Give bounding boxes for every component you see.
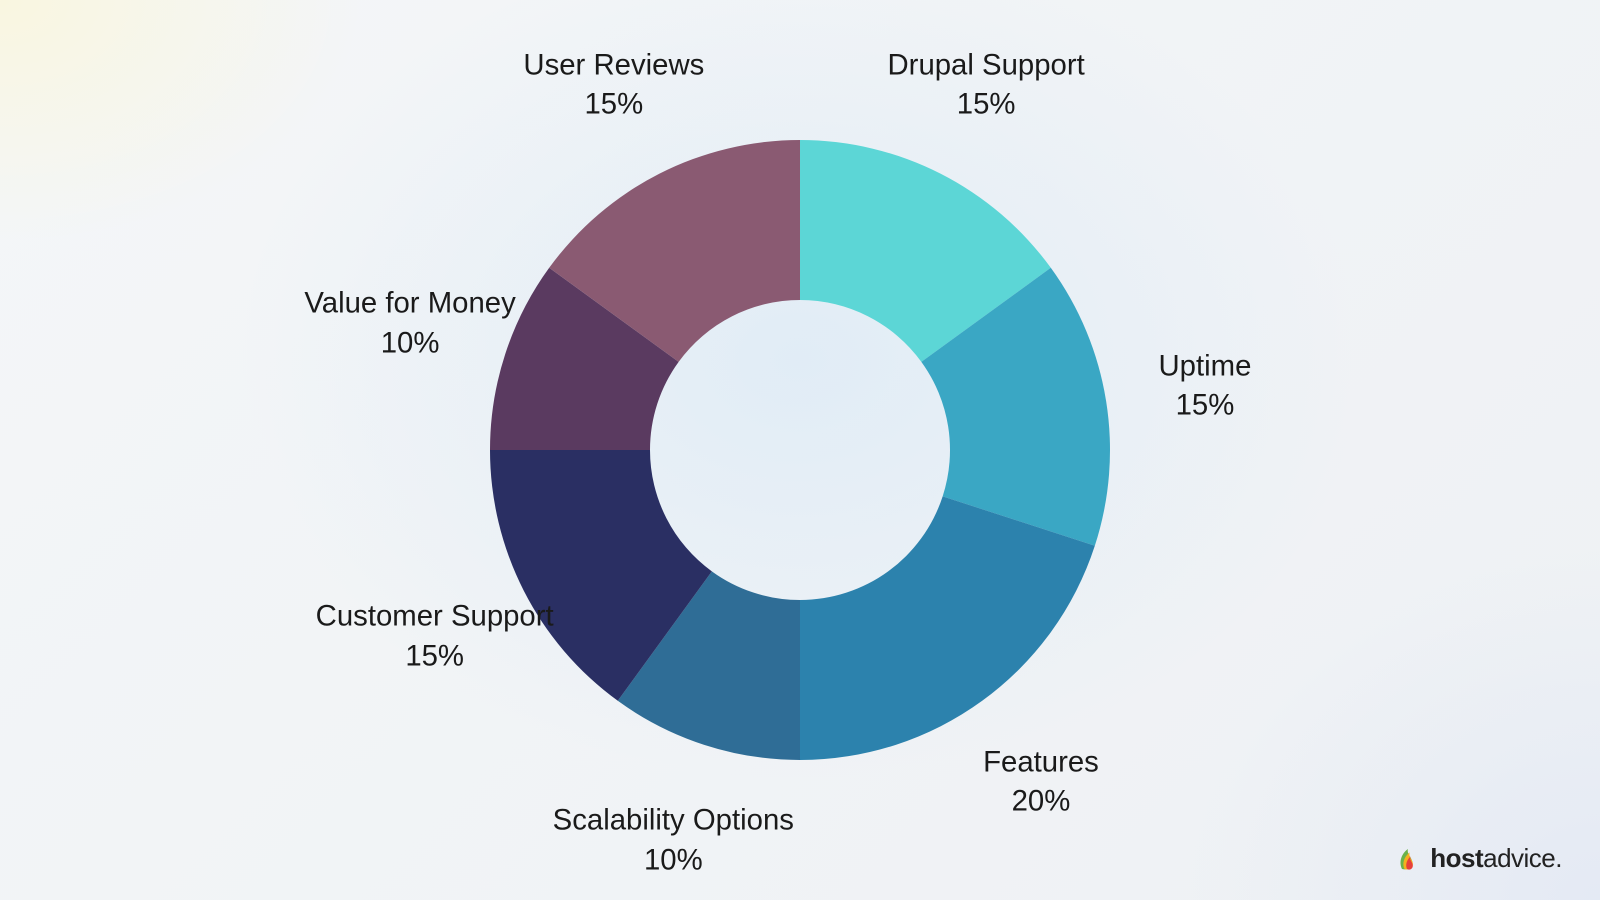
donut-slice <box>800 496 1095 760</box>
slice-label-value: 15% <box>523 85 704 125</box>
slice-label-name: Value for Money <box>304 284 515 324</box>
brand-logo: hostadvice. <box>1390 843 1562 874</box>
slice-label-name: User Reviews <box>523 45 704 85</box>
slice-label: Uptime15% <box>1158 346 1251 425</box>
slice-label-value: 10% <box>553 840 794 880</box>
slice-label-value: 20% <box>983 782 1099 822</box>
slice-label: Drupal Support15% <box>887 45 1084 124</box>
slice-label: Scalability Options10% <box>553 800 794 879</box>
brand-text-bold: host <box>1430 843 1483 873</box>
slice-label-name: Uptime <box>1158 346 1251 386</box>
slice-label-value: 15% <box>1158 386 1251 426</box>
hostadvice-logo-icon <box>1390 844 1424 874</box>
slice-label-name: Scalability Options <box>553 800 794 840</box>
slice-label: Customer Support15% <box>316 597 554 676</box>
donut-chart: Drupal Support15%Uptime15%Features20%Sca… <box>350 40 1250 860</box>
brand-text: hostadvice. <box>1430 843 1562 874</box>
slice-label-name: Features <box>983 742 1099 782</box>
slice-label: Features20% <box>983 742 1099 821</box>
slice-label-value: 10% <box>304 323 515 363</box>
slice-label: Value for Money10% <box>304 284 515 363</box>
slice-label-value: 15% <box>316 636 554 676</box>
brand-text-light: advice. <box>1483 843 1562 873</box>
slice-label: User Reviews15% <box>523 45 704 124</box>
slice-label-name: Drupal Support <box>887 45 1084 85</box>
slice-label-name: Customer Support <box>316 597 554 637</box>
donut-chart-svg <box>350 40 1250 860</box>
slice-label-value: 15% <box>887 85 1084 125</box>
